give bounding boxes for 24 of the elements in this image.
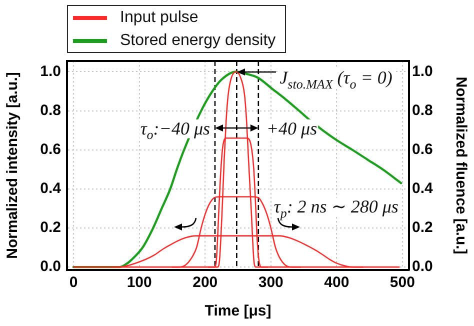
y2-tick-label: 1.0 — [412, 62, 433, 80]
x-tick-label: 500 — [390, 274, 415, 292]
legend-label: Input pulse — [120, 8, 198, 26]
y2-tick-label: 0.2 — [412, 219, 433, 236]
legend-label: Stored energy density — [120, 32, 276, 50]
x-tick-label: 300 — [258, 274, 284, 292]
annotation: +40 μs — [266, 118, 318, 138]
y-axis-title: Normalized intensity [a.u.] — [4, 72, 22, 259]
y2-axis-title: Normalized fluence [a.u.] — [452, 76, 470, 254]
y-tick-label: 0.8 — [40, 102, 61, 119]
y-tick-label: 0.0 — [40, 258, 61, 276]
x-tick-label: 0 — [69, 274, 78, 292]
y-tick-label: 0.6 — [40, 141, 61, 158]
y2-tick-label: 0.8 — [412, 102, 433, 119]
y-tick-label: 0.4 — [40, 180, 62, 198]
x-tick-label: 400 — [324, 274, 350, 292]
x-axis-title: Time [μs] — [204, 302, 272, 320]
x-tick-label: 100 — [126, 274, 152, 292]
y2-tick-label: 0.4 — [412, 180, 434, 198]
y2-tick-label: 0.6 — [412, 141, 433, 158]
y2-tick-label: 0.0 — [412, 258, 433, 276]
x-tick-label: 200 — [192, 274, 218, 292]
y-tick-label: 0.2 — [40, 219, 61, 236]
y-tick-label: 1.0 — [40, 62, 61, 80]
